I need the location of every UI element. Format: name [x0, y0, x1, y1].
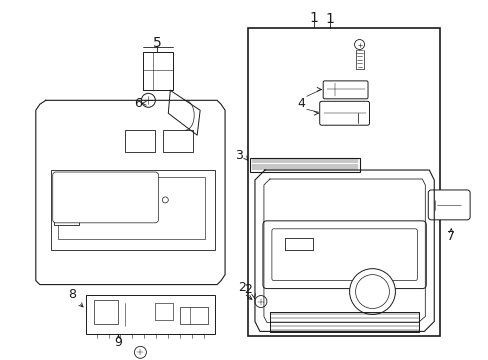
FancyBboxPatch shape [263, 221, 426, 289]
FancyBboxPatch shape [427, 190, 469, 220]
Bar [58, 177, 205, 239]
Text: 8: 8 [67, 288, 76, 301]
Text: 1: 1 [309, 11, 318, 24]
Bar [51, 170, 215, 250]
Text: 4: 4 [297, 97, 305, 110]
Circle shape [354, 40, 364, 50]
Text: 9: 9 [114, 336, 122, 349]
Bar [155, 302, 173, 320]
FancyBboxPatch shape [53, 172, 158, 223]
FancyBboxPatch shape [271, 229, 416, 280]
Bar [247, 28, 439, 336]
Circle shape [162, 197, 168, 203]
Circle shape [141, 93, 155, 107]
Bar [54, 200, 79, 225]
Text: 1: 1 [325, 12, 333, 26]
Bar [180, 306, 208, 324]
FancyBboxPatch shape [323, 81, 367, 99]
Circle shape [355, 275, 388, 309]
Text: 6: 6 [134, 97, 142, 110]
Circle shape [254, 296, 266, 307]
Bar [143, 53, 173, 90]
Bar [85, 294, 215, 334]
Bar [93, 300, 118, 324]
Circle shape [134, 346, 146, 358]
Text: 7: 7 [447, 230, 454, 243]
FancyBboxPatch shape [319, 101, 369, 125]
Bar [249, 158, 359, 172]
Text: 2: 2 [244, 283, 251, 296]
Text: 2: 2 [238, 281, 245, 294]
Bar [125, 130, 155, 152]
Bar [163, 130, 193, 152]
Text: 3: 3 [235, 149, 243, 162]
Text: 5: 5 [153, 36, 162, 50]
Circle shape [349, 269, 395, 315]
